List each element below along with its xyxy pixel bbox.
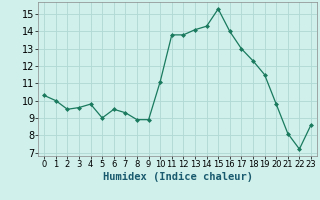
X-axis label: Humidex (Indice chaleur): Humidex (Indice chaleur): [103, 172, 252, 182]
